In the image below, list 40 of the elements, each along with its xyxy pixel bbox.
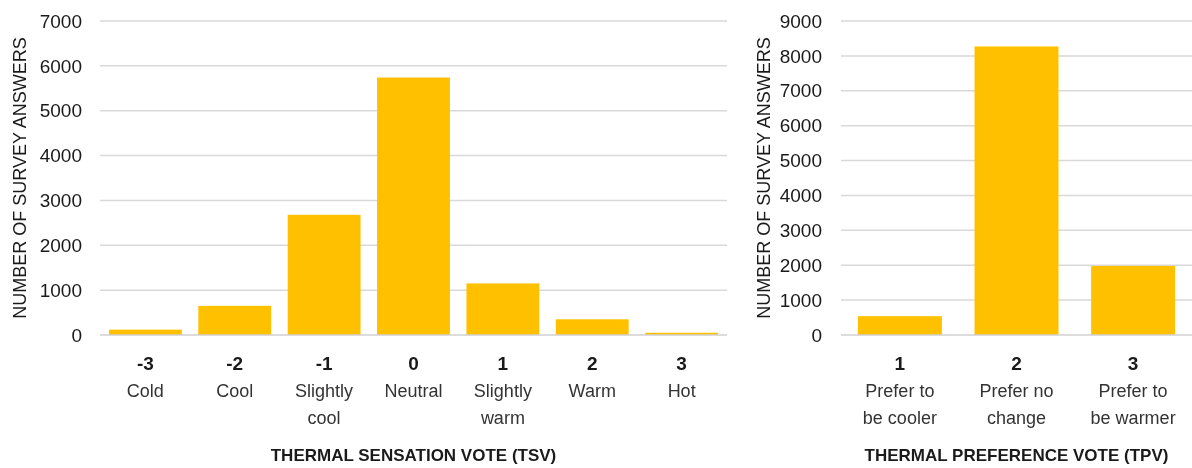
y-tick-label: 2000: [779, 254, 822, 276]
x-axis-title: THERMAL PREFERENCE VOTE (TPV): [864, 446, 1169, 465]
y-axis-title: NUMBER OF SURVEY ANSWERS: [10, 37, 31, 319]
y-tick-label: 9000: [779, 10, 822, 32]
y-tick-label: 7000: [779, 80, 822, 102]
x-tick-label: -3 Cold: [126, 353, 164, 401]
y-tick-label: 1000: [779, 289, 822, 311]
y-tick-label: 3000: [779, 219, 822, 241]
x-tick-label: 3 Prefer to be warmer: [1090, 353, 1176, 428]
y-tick-label: 4000: [779, 185, 822, 207]
bar: [198, 305, 272, 335]
y-tick-label: 5000: [779, 150, 822, 172]
y-tick-label: 0: [71, 324, 82, 346]
x-tick-label: -1 Slightly cool: [295, 353, 354, 428]
x-tick-label: 0 Neutral: [384, 353, 443, 401]
x-tick-label: 1 Prefer to be cooler: [862, 353, 937, 428]
y-tick-label: 2000: [39, 234, 82, 256]
bar: [555, 319, 629, 335]
bar: [1091, 265, 1176, 335]
y-tick-label: 7000: [39, 10, 82, 32]
y-tick-label: 6000: [39, 55, 82, 77]
bar: [466, 283, 540, 335]
bar: [287, 214, 361, 335]
x-tick-label: 2 Prefer no change: [979, 353, 1054, 428]
y-tick-label: 3000: [39, 190, 82, 212]
y-tick-label: 4000: [39, 145, 82, 167]
y-tick-label: 1000: [39, 279, 82, 301]
y-tick-label: 6000: [779, 115, 822, 137]
y-tick-label: 0: [811, 324, 822, 346]
x-tick-label: 2 Warm: [568, 353, 616, 401]
x-tick-label: 1 Slightly warm: [473, 353, 532, 428]
x-tick-label: -2 Cool: [216, 353, 254, 401]
y-axis-title: NUMBER OF SURVEY ANSWERS: [754, 37, 775, 319]
x-axis-title: THERMAL SENSATION VOTE (TSV): [270, 446, 557, 465]
y-tick-label: 8000: [779, 45, 822, 67]
y-tick-label: 5000: [39, 100, 82, 122]
x-tick-label: 3 Hot: [667, 353, 696, 401]
bar: [974, 46, 1059, 335]
bar: [377, 77, 450, 335]
bar: [857, 316, 942, 335]
